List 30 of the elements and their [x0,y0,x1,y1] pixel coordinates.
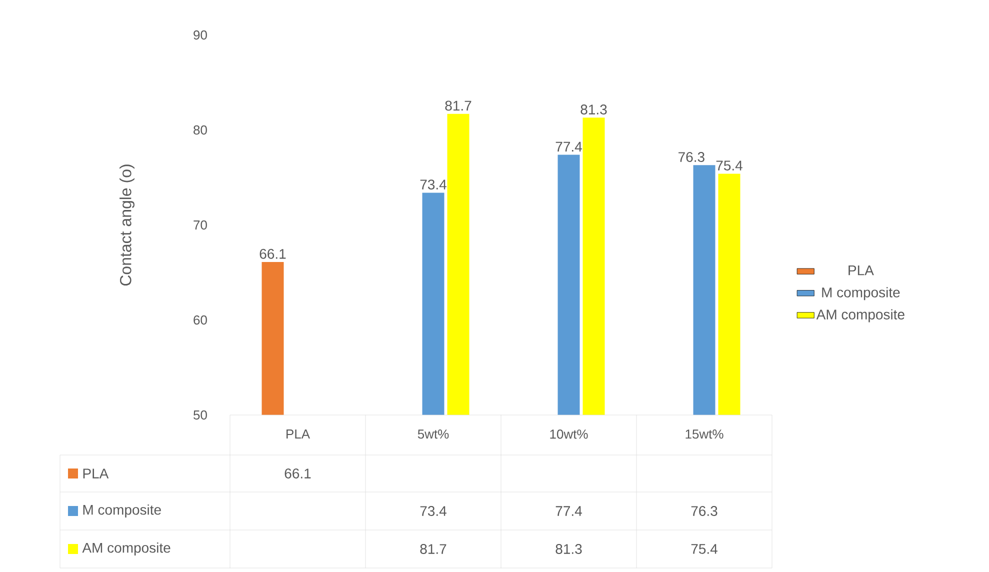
y-tick-label: 70 [194,220,207,230]
data-label: 81.3 [580,104,607,114]
data-label: 75.4 [716,160,742,171]
text: 81.7 [420,544,446,554]
legend-label: PLA [83,468,109,478]
text: AM composite [82,542,170,556]
x-tick-label: 15wt% [686,430,724,439]
x-tick-label: 10wt% [550,430,588,439]
x-tick-label: 5wt% [418,430,449,439]
y-axis-title: Contact angle (o) [120,164,134,286]
legend-label: AM composite [816,309,904,322]
text: PLA [848,266,874,276]
text: 81.3 [556,544,582,554]
text: 66.1 [284,468,311,478]
legend-label: M composite [822,287,900,300]
text: 77.4 [556,506,582,516]
y-tick-label: 50 [194,410,207,420]
text: 73.4 [420,506,446,516]
data-label: 77.4 [556,142,582,152]
y-tick-label: 60 [194,315,207,325]
y-tick-label: 90 [194,30,207,40]
y-tick-label: 80 [194,125,207,135]
data-label: 81.7 [445,100,472,111]
text: M composite [83,504,161,518]
x-tick-label: PLA [286,430,310,438]
data-label: 73.4 [420,180,446,190]
text: 75.4 [691,544,718,554]
data-label: 76.3 [678,152,704,162]
data-label: 66.1 [260,248,286,259]
text: 76.3 [691,506,718,516]
